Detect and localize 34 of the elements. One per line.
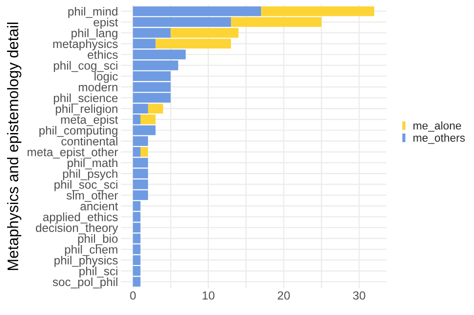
y-tick-label: applied_ethics <box>43 212 118 224</box>
y-tick-label: soc_pol_phil <box>52 277 118 288</box>
y-tick-label: phil_cog_sci <box>54 61 118 72</box>
bar <box>140 147 148 157</box>
y-tick-label: continental <box>61 136 118 146</box>
y-tick-label: logic <box>94 72 118 83</box>
x-tick-label: 30 <box>353 291 366 300</box>
y-tick-label: phil_bio <box>78 234 118 246</box>
y-axis-title: Metaphysics and epistemology detail <box>7 22 22 270</box>
y-tick-label: slm_other <box>66 190 118 202</box>
x-tick-label: 0 <box>130 291 136 300</box>
legend-label: me_alone <box>413 121 462 132</box>
x-tick-label: 20 <box>278 291 290 300</box>
y-tick-label: phil_mind <box>68 6 118 18</box>
y-tick-label: decision_theory <box>36 223 118 234</box>
y-tick-label: phil_chem <box>65 244 118 256</box>
y-tick-label: epist <box>94 18 118 29</box>
y-tick-label: meta_epist <box>61 115 118 126</box>
legend-label: me_others <box>413 134 465 144</box>
y-tick-label: metaphysics <box>53 39 118 50</box>
y-tick-label: modern <box>78 82 118 92</box>
y-tick-label: phil_math <box>68 158 118 170</box>
y-tick-label: phil_computing <box>39 126 118 137</box>
y-tick-label: phil_lang <box>72 28 118 40</box>
x-tick-label: 10 <box>202 291 214 300</box>
y-tick-label: phil_science <box>54 94 118 105</box>
y-tick-label: phil_religion <box>56 104 118 116</box>
y-tick-label: phil_soc_sci <box>54 180 118 192</box>
y-tick-label: ethics <box>88 50 118 59</box>
y-tick-label: phil_psych <box>63 169 118 180</box>
y-tick-label: phil_sci <box>79 266 118 278</box>
y-tick-label: meta_epist_other <box>28 148 118 159</box>
y-tick-label: ancient <box>80 202 118 210</box>
y-tick-label: phil_physics <box>54 256 118 267</box>
